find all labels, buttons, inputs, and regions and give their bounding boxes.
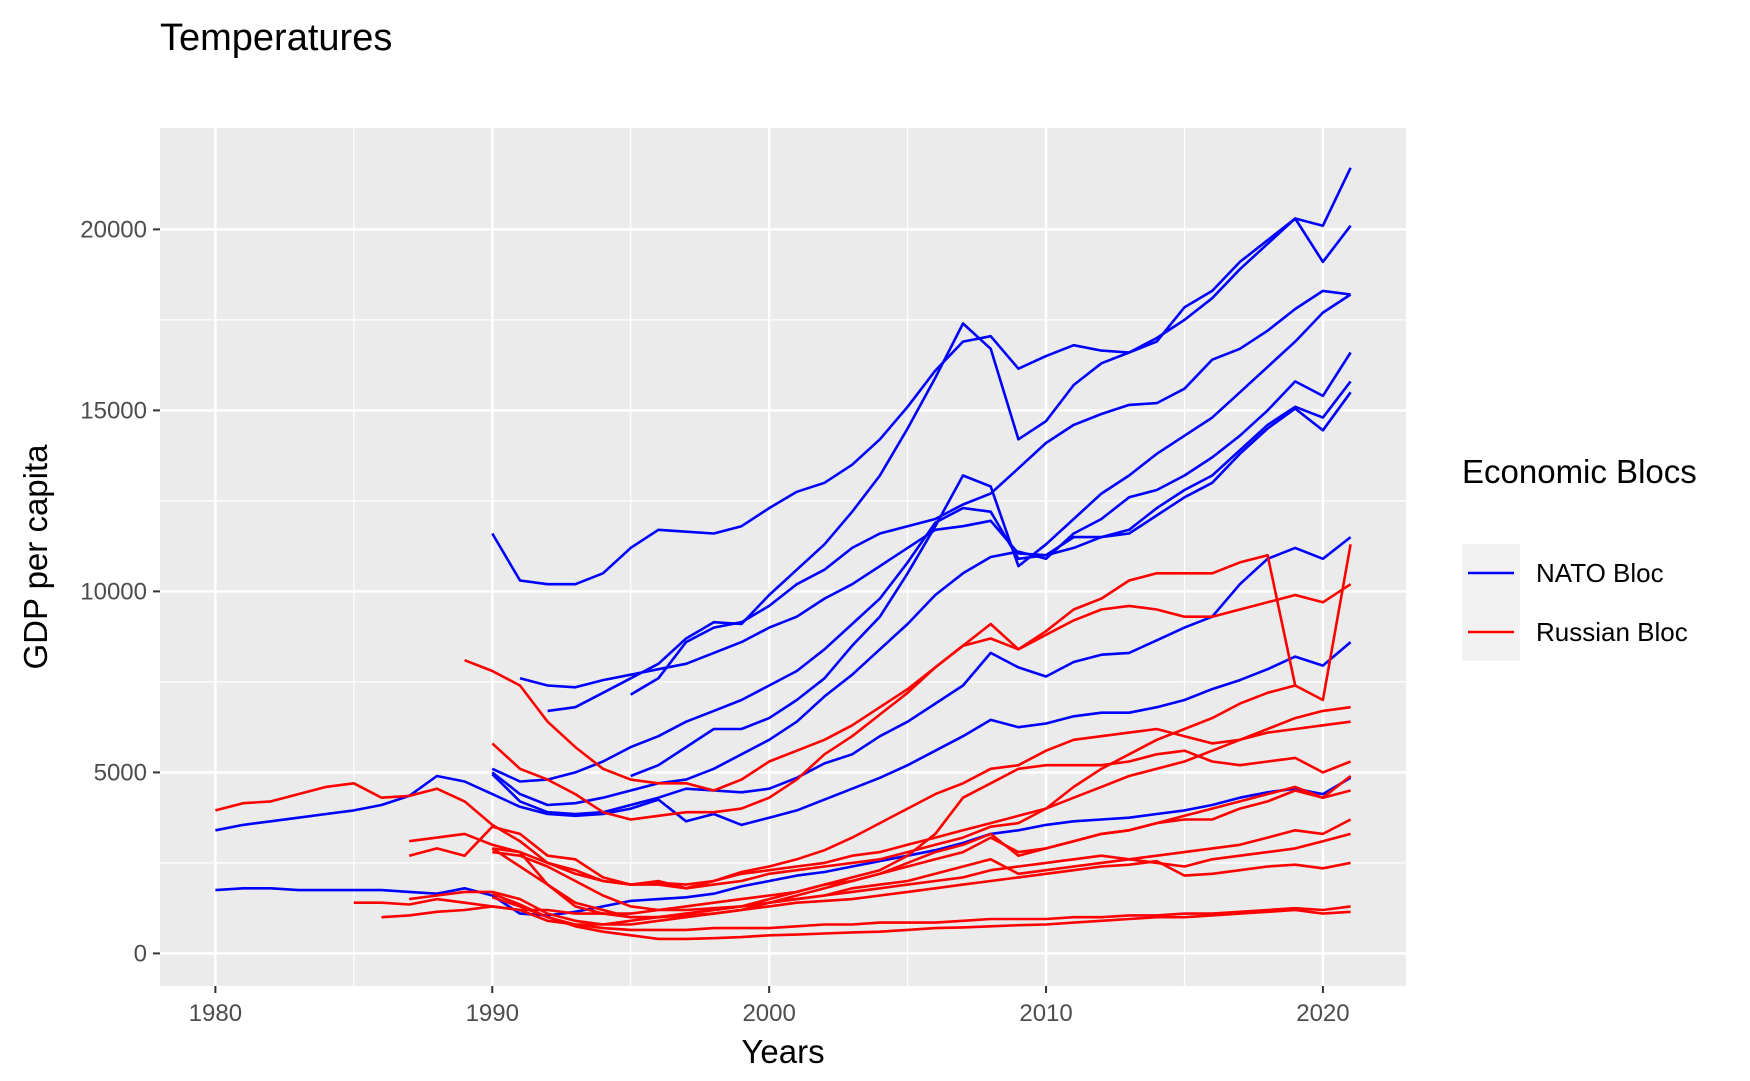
legend-label-nato: NATO Bloc bbox=[1536, 558, 1664, 588]
russian-series-line-14 bbox=[409, 544, 1352, 890]
russian-series-line-12 bbox=[491, 583, 1352, 821]
y-axis-ticks: 0 5000 10000 15000 20000 bbox=[80, 216, 160, 967]
x-tick-label: 1990 bbox=[466, 1000, 519, 1027]
russian-series-line-20 bbox=[491, 847, 1351, 919]
x-axis-ticks: 1980 1990 2000 2010 2020 bbox=[189, 986, 1350, 1027]
nato-series-line-5 bbox=[491, 380, 1352, 783]
russian-series-line-18 bbox=[381, 818, 1352, 926]
chart-title: Temperatures bbox=[160, 17, 392, 59]
legend-key-background bbox=[1462, 544, 1520, 661]
nato-series-line-7 bbox=[491, 536, 1352, 816]
legend: Economic Blocs NATO Bloc Russian Bloc bbox=[1462, 453, 1697, 661]
nato-series-line-9 bbox=[215, 776, 1352, 917]
russian-series-line-21 bbox=[491, 896, 1351, 932]
grid-major bbox=[160, 128, 1406, 986]
legend-title: Economic Blocs bbox=[1462, 453, 1697, 490]
y-tick-label: 5000 bbox=[94, 759, 147, 786]
series-layer bbox=[215, 167, 1352, 941]
nato-series-line-6 bbox=[491, 351, 1352, 807]
nato-series-line-4 bbox=[630, 293, 1352, 778]
x-axis-title: Years bbox=[741, 1033, 824, 1070]
x-tick-label: 2020 bbox=[1296, 1000, 1349, 1027]
y-tick-label: 0 bbox=[134, 940, 147, 967]
russian-series-line-11 bbox=[464, 553, 1297, 792]
russian-series-line-10 bbox=[215, 720, 1351, 886]
legend-label-russia: Russian Bloc bbox=[1536, 617, 1688, 647]
nato-series-line-1 bbox=[547, 167, 1352, 713]
y-tick-label: 10000 bbox=[80, 578, 147, 605]
russian-series-line-22 bbox=[491, 892, 1351, 941]
x-tick-label: 2000 bbox=[742, 1000, 795, 1027]
y-tick-label: 15000 bbox=[80, 397, 147, 424]
nato-series-line-3 bbox=[630, 289, 1351, 696]
nato-series-line-2 bbox=[519, 391, 1352, 689]
grid-minor bbox=[160, 128, 1406, 986]
russian-series-line-19 bbox=[492, 832, 1351, 912]
x-tick-label: 2010 bbox=[1019, 1000, 1072, 1027]
nato-series-line-0 bbox=[491, 217, 1352, 586]
y-axis-title: GDP per capita bbox=[17, 444, 54, 670]
y-tick-label: 20000 bbox=[80, 216, 147, 243]
x-tick-label: 1980 bbox=[189, 1000, 242, 1027]
plot-panel bbox=[160, 128, 1406, 986]
russian-series-line-15 bbox=[408, 705, 1351, 890]
